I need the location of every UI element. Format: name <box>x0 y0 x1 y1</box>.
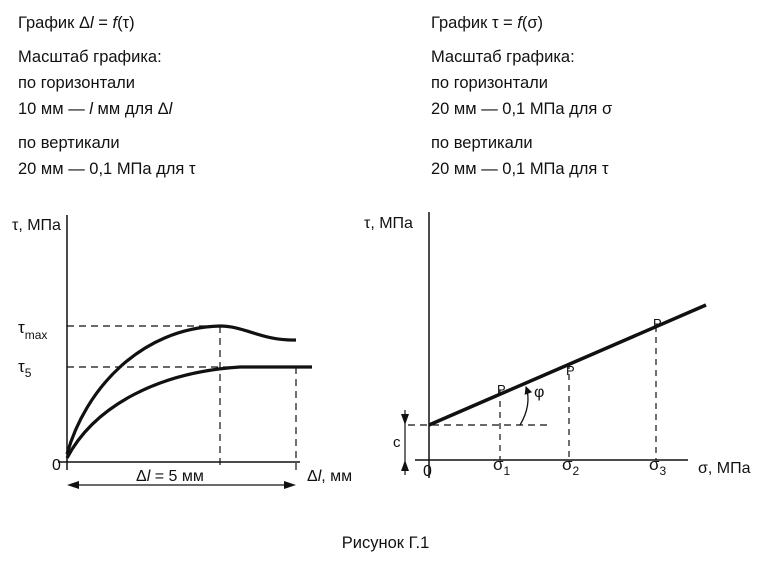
tau-max-label: τmax <box>18 318 47 342</box>
dimension-arrow-left <box>67 481 79 489</box>
c-arrow-bottom <box>401 460 409 471</box>
dimension-label: Δl = 5 мм <box>136 468 204 485</box>
left-header: График Δl = f(τ) Масштаб графика: по гор… <box>18 10 195 182</box>
left-scale-label: Масштаб графика: <box>18 48 162 66</box>
right-origin-label: 0 <box>423 463 432 480</box>
left-vert-value: 20 мм — 0,1 МПа для τ <box>18 160 196 178</box>
right-x-axis-label: σ, МПа <box>698 460 751 477</box>
p-label-1: P <box>497 382 506 397</box>
sigma-1-label: σ1 <box>493 455 511 478</box>
right-horiz-value: 20 мм — 0,1 МПа для σ <box>431 100 613 118</box>
phi-label: φ <box>534 384 544 401</box>
phi-arc <box>519 386 533 426</box>
c-label: с <box>393 434 401 451</box>
sigma-2-label: σ2 <box>562 455 580 478</box>
left-graph: τ, МПа τmax τ5 0 Δl = 5 мм Δl, мм <box>12 215 352 489</box>
figure-caption: Рисунок Г.1 <box>341 534 430 552</box>
right-scale-label: Масштаб графика: <box>431 48 575 66</box>
lower-curve <box>65 365 312 459</box>
c-arrow-top <box>401 414 409 425</box>
upper-curve <box>65 324 297 455</box>
tau-5-label: τ5 <box>18 357 32 380</box>
right-vert-label: по вертикали <box>431 134 533 152</box>
left-horiz-value: 10 мм — l мм для Δl <box>18 100 173 118</box>
dimension-arrow-right <box>284 481 296 489</box>
p-label-3: P <box>653 316 662 331</box>
right-horiz-label: по горизонтали <box>431 74 548 92</box>
left-vert-label: по вертикали <box>18 134 120 152</box>
p-label-2: P <box>566 363 575 378</box>
right-graph: τ, МПа 0 с φ P P P σ1 σ2 σ3 σ, МПа <box>364 212 751 480</box>
sigma-3-label: σ3 <box>649 455 667 478</box>
strength-line <box>428 303 707 427</box>
right-y-axis-label: τ, МПа <box>364 215 413 232</box>
left-x-axis-label: Δl, мм <box>307 468 352 485</box>
right-header: График τ = f(σ) Масштаб графика: по гори… <box>431 10 612 182</box>
left-title: График Δl = f(τ) <box>18 14 135 32</box>
right-title: График τ = f(σ) <box>431 14 544 32</box>
left-origin-label: 0 <box>52 457 61 474</box>
left-y-axis-label: τ, МПа <box>12 217 61 234</box>
left-horiz-label: по горизонтали <box>18 74 135 92</box>
right-vert-value: 20 мм — 0,1 МПа для τ <box>431 160 609 178</box>
